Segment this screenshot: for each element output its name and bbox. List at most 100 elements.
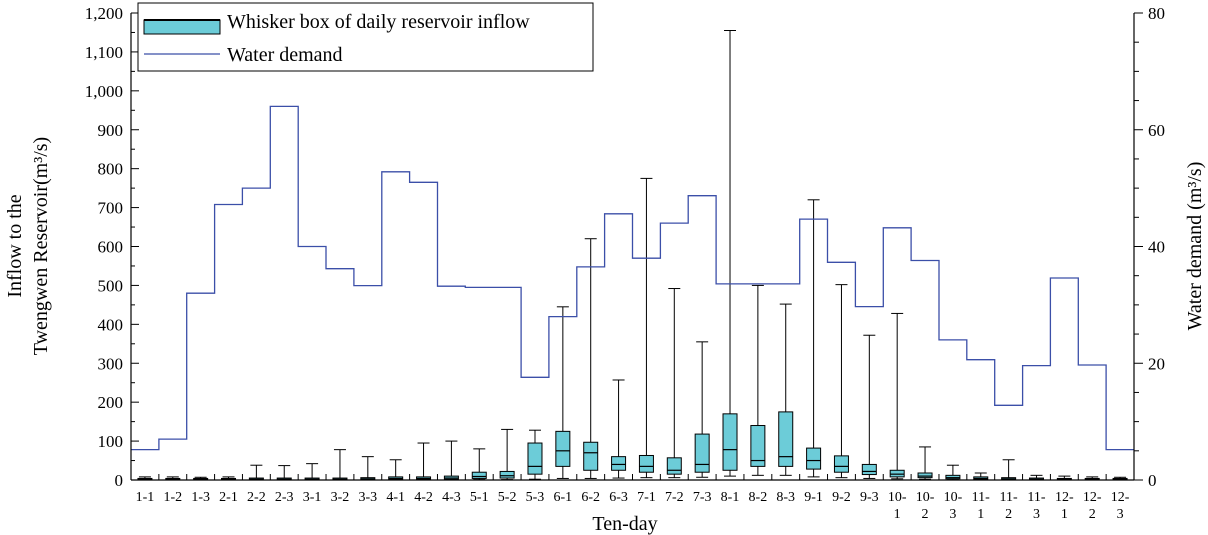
x-tick-label: 10- [916,490,935,505]
right-y-tick-label: 60 [1148,121,1165,140]
box-8-2 [750,284,766,476]
box-2-3 [276,465,292,481]
left-y-ticks: 0 100 200 300 400 500 600 700 800 900 1,000 1,100 1,… [85,4,139,490]
x-tick-label: 2 [1089,507,1096,522]
box-9-2 [833,284,849,479]
x-tick-label: 3-2 [331,490,350,505]
water-demand-layer [131,105,1134,451]
x-tick-label: 3-1 [303,490,322,505]
x-axis-title: Ten-day [592,513,657,535]
x-tick-label: 3 [1033,507,1040,522]
box-5-2 [499,428,515,481]
iqr-box [861,463,877,476]
box-6-2 [583,238,599,479]
x-tick-label: 2-3 [275,490,294,505]
box-11-2 [1001,459,1017,481]
x-tick-label: 7-1 [637,490,656,505]
legend-demand-label: Water demand [227,44,343,66]
left-y-tick-label: 700 [98,199,124,218]
box-11-1 [973,472,989,481]
right-y-ticks: 0 20 40 60 80 [1134,4,1165,490]
legend: Whisker box of daily reservoir inflow Wa… [137,2,594,72]
left-y-tick-label: 1,200 [85,4,123,23]
box-5-1 [471,448,487,481]
box-7-2 [666,288,682,479]
axes: 01002003004005006007008009001,0001,1001,… [85,4,1165,522]
x-tick-label: 5-1 [470,490,489,505]
left-y-tick-label: 800 [98,160,124,179]
x-tick-label: 8-2 [749,490,768,505]
x-tick-label: 11- [1000,490,1018,505]
x-tick-label: 1-3 [191,490,210,505]
x-tick-label: 4-1 [386,490,405,505]
box-4-3 [443,440,459,481]
x-tick-label: 1-2 [163,490,182,505]
legend-box-label: Whisker box of daily reservoir inflow [227,11,530,33]
x-tick-label: 7-2 [665,490,684,505]
iqr-box [471,471,487,479]
x-tick-label: 3 [1117,507,1124,522]
iqr-box [806,447,822,470]
box-9-3 [861,334,877,479]
x-tick-label: 9-3 [860,490,879,505]
legend-frame [137,2,594,72]
iqr-box [833,455,849,473]
iqr-box [583,441,599,471]
x-tick-label: 6-3 [609,490,628,505]
iqr-box [694,433,710,473]
x-tick-label: 4-2 [414,490,433,505]
x-tick-label: 4-3 [442,490,461,505]
iqr-box [638,454,654,473]
x-tick-label: 8-3 [776,490,795,505]
box-10-2 [917,446,933,480]
y-axis-left-title: Inflow to the Twengwen Reservoir(m³/s) [4,137,52,355]
iqr-box [778,411,794,467]
left-y-tick-label: 900 [98,121,124,140]
right-y-tick-label: 20 [1148,354,1165,373]
x-tick-label: 3-3 [358,490,377,505]
x-tick-label: 1 [894,507,901,522]
x-tick-label: 2-2 [247,490,266,505]
left-y-tick-label: 400 [98,315,124,334]
x-tick-label: 7-3 [693,490,712,505]
x-tick-label: 9-2 [832,490,851,505]
x-tick-label: 11- [1027,490,1045,505]
box-6-1 [555,306,571,479]
x-tick-label: 12- [1055,490,1074,505]
x-tick-label: 12- [1111,490,1130,505]
left-y-tick-label: 100 [98,432,124,451]
right-y-tick-label: 80 [1148,4,1165,23]
x-tick-label: 3 [949,507,956,522]
box-10-3 [945,464,961,481]
right-y-tick-label: 0 [1148,471,1157,490]
box-7-3 [694,341,710,478]
left-y-tick-label: 1,100 [85,43,123,62]
y-axis-right-title: Water demand (m³/s) [1184,162,1206,331]
right-y-tick-label: 40 [1148,238,1165,257]
x-tick-label: 8-1 [721,490,740,505]
y-axis-left-title-line-2: Twengwen Reservoir(m³/s) [30,137,52,355]
x-tick-label: 12- [1083,490,1102,505]
box-7-1 [638,177,654,479]
box-3-3 [360,456,376,481]
left-y-tick-label: 300 [98,354,124,373]
iqr-box [917,472,933,479]
left-y-tick-label: 600 [98,238,124,257]
x-ticks: 1-1 1-2 1-3 2-1 2-2 2-3 3-1 3-2 3-3 4-1 4-2 4-3 5-1 5… [130,474,1135,522]
x-tick-label: 2 [1005,507,1012,522]
left-y-tick-label: 1,000 [85,82,123,101]
left-y-tick-label: 0 [115,471,124,490]
water-demand-line [131,105,1134,451]
iqr-box [499,470,515,479]
y-axis-left-title-line-1: Inflow to the [4,194,26,297]
x-tick-label: 10- [944,490,963,505]
x-tick-label: 9-1 [804,490,823,505]
iqr-box [555,430,571,467]
box-9-1 [806,199,822,478]
x-tick-label: 1-1 [136,490,155,505]
x-tick-label: 5-2 [498,490,517,505]
x-tick-label: 1 [977,507,984,522]
iqr-box [750,425,766,467]
x-tick-label: 2-1 [219,490,238,505]
